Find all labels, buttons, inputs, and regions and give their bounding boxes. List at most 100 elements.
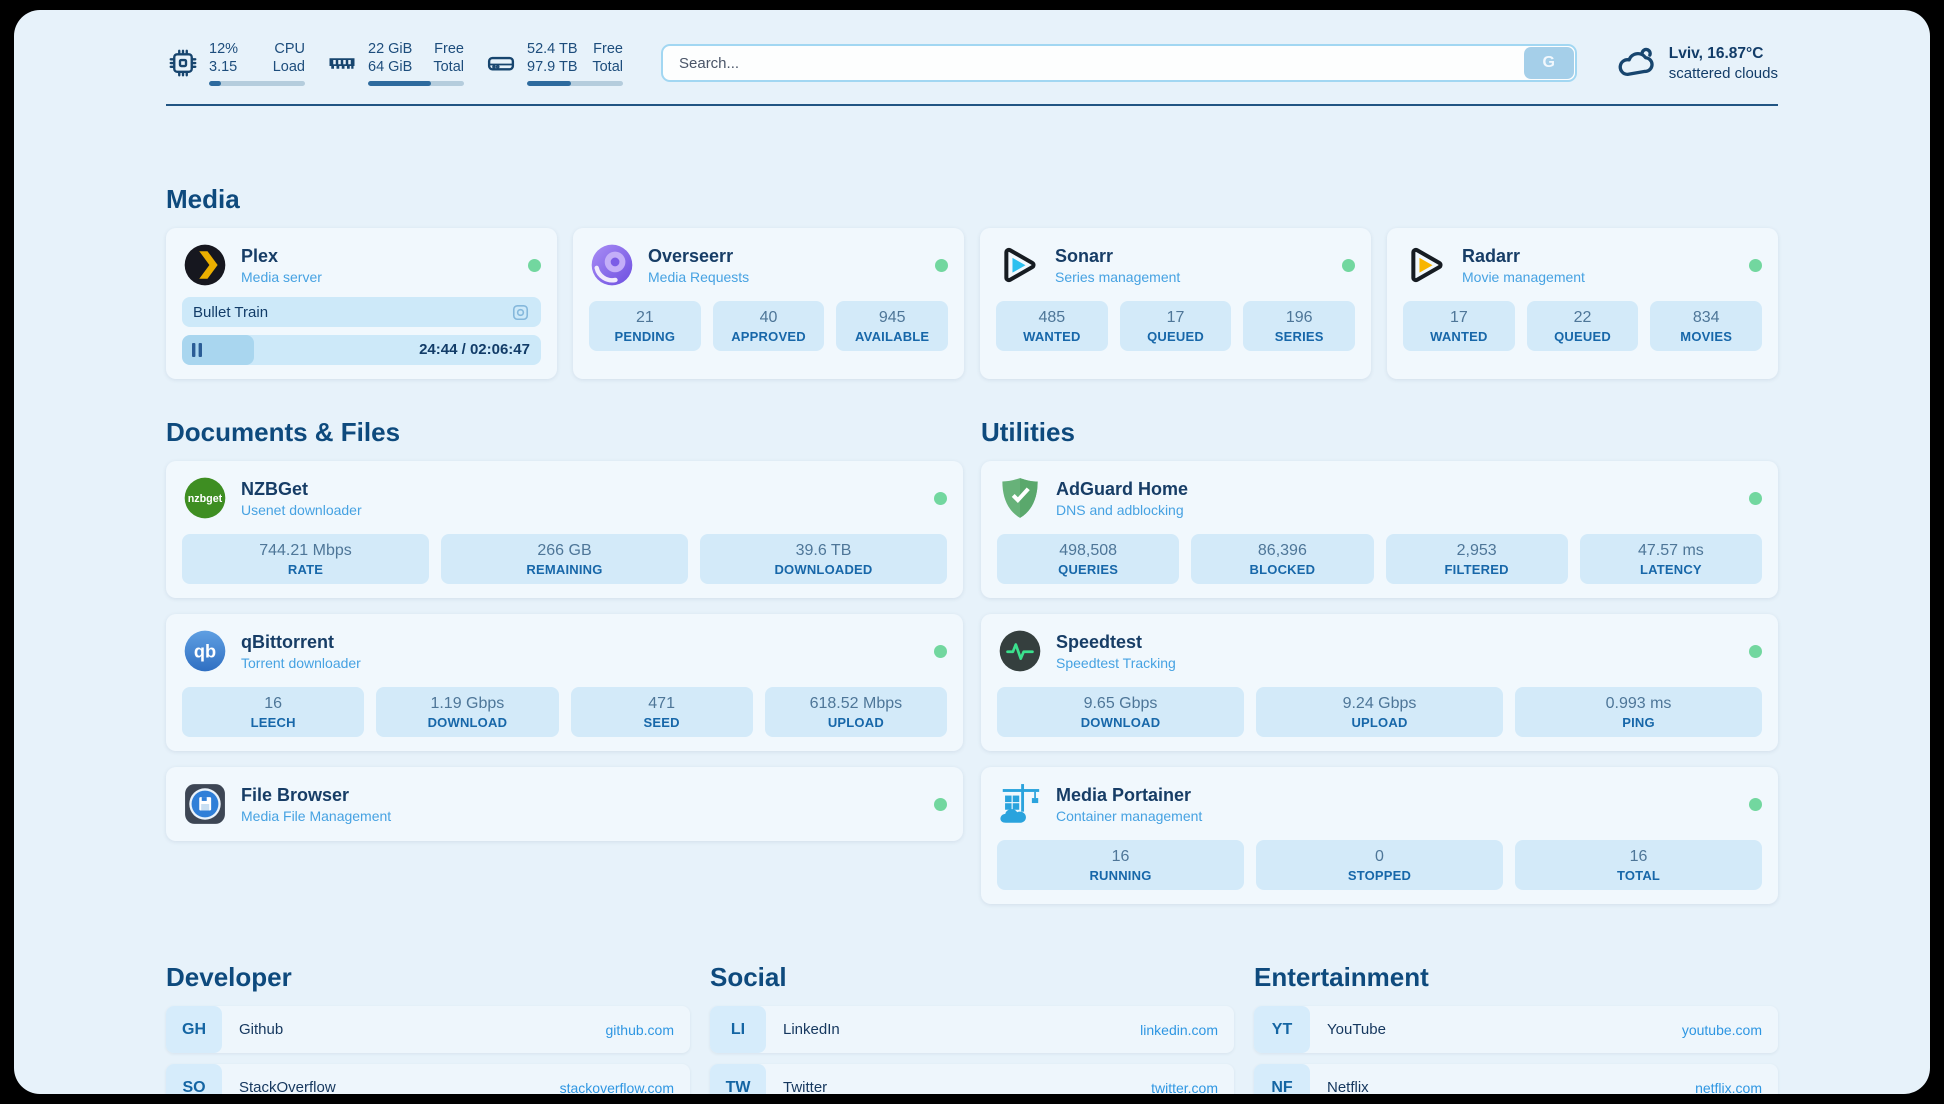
playback-progress-bar: 24:44 / 02:06:47 bbox=[182, 335, 541, 365]
google-search-button[interactable]: G bbox=[1523, 47, 1574, 79]
bookmark-abbr: YT bbox=[1254, 1006, 1310, 1053]
disk-widget: 52.4 TB Free 97.9 TB Total bbox=[484, 40, 623, 86]
service-subtitle: Container management bbox=[1056, 807, 1203, 824]
status-online-dot bbox=[934, 644, 947, 658]
bookmark-linkedin[interactable]: LI LinkedIn linkedin.com bbox=[710, 1006, 1234, 1053]
weather-condition: scattered clouds bbox=[1668, 64, 1778, 82]
stat-tile: 0 STOPPED bbox=[1256, 840, 1503, 890]
speedtest-pulse-icon bbox=[997, 628, 1043, 674]
cpu-label: CPU bbox=[274, 41, 305, 57]
section-title-social: Social bbox=[710, 962, 787, 992]
service-name: AdGuard Home bbox=[1056, 478, 1189, 499]
video-icon bbox=[511, 303, 530, 322]
disk-total-label: Total bbox=[592, 59, 623, 75]
stat-tile: 39.6 TB DOWNLOADED bbox=[700, 534, 947, 584]
section-social: Social LI LinkedIn linkedin.com TW Twitt… bbox=[710, 962, 1234, 1094]
system-widgets: 12% CPU 3.15 Load bbox=[166, 40, 623, 86]
service-card-nzbget[interactable]: nzbget NZBGet Usenet downloader 74 bbox=[166, 461, 963, 598]
service-subtitle: Movie management bbox=[1462, 268, 1585, 285]
cpu-widget: 12% CPU 3.15 Load bbox=[166, 40, 305, 86]
stat-tile: 16 LEECH bbox=[182, 687, 365, 737]
bookmark-abbr: NF bbox=[1254, 1064, 1310, 1094]
section-title-developer: Developer bbox=[166, 962, 292, 992]
bookmark-stackoverflow[interactable]: SO StackOverflow stackoverflow.com bbox=[166, 1064, 690, 1094]
service-card-plex[interactable]: Plex Media server Bullet Train bbox=[166, 228, 557, 379]
stat-tile: 744.21 Mbps RATE bbox=[182, 534, 429, 584]
adguard-shield-icon bbox=[997, 475, 1043, 521]
stat-tile: 16 RUNNING bbox=[997, 840, 1244, 890]
disk-icon bbox=[484, 46, 518, 80]
stat-tile: 1.19 Gbps DOWNLOAD bbox=[376, 687, 559, 737]
section-title-documents: Documents & Files bbox=[166, 417, 401, 447]
bookmark-name: Netflix bbox=[1327, 1079, 1369, 1094]
cpu-usage-value: 12% bbox=[209, 41, 239, 57]
service-card-qbittorrent[interactable]: qb qBittorrent Torrent downloader bbox=[166, 614, 963, 751]
service-subtitle: Speedtest Tracking bbox=[1056, 654, 1176, 671]
stat-tile: 9.65 Gbps DOWNLOAD bbox=[997, 687, 1244, 737]
bookmark-abbr: GH bbox=[166, 1006, 222, 1053]
service-name: Overseerr bbox=[648, 245, 734, 266]
bookmark-name: YouTube bbox=[1327, 1021, 1386, 1038]
service-card-sonarr[interactable]: Sonarr Series management 485 WANTED 17 Q… bbox=[980, 228, 1371, 379]
stat-tile: 266 GB REMAINING bbox=[441, 534, 688, 584]
status-online-dot bbox=[935, 258, 948, 272]
weather-location-temp: Lviv, 16.87°C bbox=[1668, 44, 1764, 62]
stat-tile: 40 APPROVED bbox=[712, 301, 825, 351]
service-card-adguard[interactable]: AdGuard Home DNS and adblocking 498,508 … bbox=[981, 461, 1778, 598]
plex-icon bbox=[182, 242, 228, 288]
section-title-utilities: Utilities bbox=[981, 417, 1075, 447]
service-card-filebrowser[interactable]: File Browser Media File Management bbox=[166, 767, 963, 841]
disk-total-value: 97.9 TB bbox=[527, 59, 578, 75]
search-input[interactable] bbox=[661, 44, 1577, 82]
bookmark-github[interactable]: GH Github github.com bbox=[166, 1006, 690, 1053]
stat-tile: 17 QUEUED bbox=[1119, 301, 1232, 351]
bookmark-name: StackOverflow bbox=[239, 1079, 336, 1094]
bookmark-twitter[interactable]: TW Twitter twitter.com bbox=[710, 1064, 1234, 1094]
service-subtitle: Usenet downloader bbox=[241, 501, 362, 518]
service-name: NZBGet bbox=[241, 478, 308, 499]
stat-tile: 485 WANTED bbox=[996, 301, 1108, 351]
bookmark-youtube[interactable]: YT YouTube youtube.com bbox=[1254, 1006, 1778, 1053]
service-name: Plex bbox=[241, 245, 279, 266]
stat-tile: 2,953 FILTERED bbox=[1385, 534, 1568, 584]
stat-tile: 22 QUEUED bbox=[1526, 301, 1639, 351]
stat-tile: 618.52 Mbps UPLOAD bbox=[764, 687, 947, 737]
overseerr-icon bbox=[589, 242, 635, 288]
bookmark-abbr: LI bbox=[710, 1006, 766, 1053]
cpu-icon bbox=[166, 46, 200, 80]
section-entertainment: Entertainment YT YouTube youtube.com NF … bbox=[1254, 962, 1778, 1094]
stat-tile: 86,396 BLOCKED bbox=[1191, 534, 1374, 584]
section-documents: Documents & Files nzbget NZBGet bbox=[166, 417, 963, 841]
disk-free-value: 52.4 TB bbox=[527, 41, 578, 57]
bookmark-abbr: SO bbox=[166, 1064, 222, 1094]
section-developer: Developer GH Github github.com SO StackO… bbox=[166, 962, 690, 1094]
top-bar: 12% CPU 3.15 Load bbox=[166, 40, 1778, 86]
memory-free-label: Free bbox=[434, 41, 464, 57]
service-subtitle: Media Requests bbox=[648, 268, 750, 285]
memory-total-value: 64 GiB bbox=[368, 59, 413, 75]
section-title-media: Media bbox=[166, 184, 240, 214]
service-card-overseerr[interactable]: Overseerr Media Requests 21 PENDING 40 A… bbox=[573, 228, 964, 379]
bookmark-name: LinkedIn bbox=[783, 1021, 840, 1038]
stat-tile: 498,508 QUERIES bbox=[997, 534, 1180, 584]
status-online-dot bbox=[934, 491, 947, 505]
bookmark-netflix[interactable]: NF Netflix netflix.com bbox=[1254, 1064, 1778, 1094]
disk-free-label: Free bbox=[593, 41, 623, 57]
radarr-icon bbox=[1403, 242, 1449, 288]
service-card-speedtest[interactable]: Speedtest Speedtest Tracking 9.65 Gbps D… bbox=[981, 614, 1778, 751]
service-card-portainer[interactable]: Media Portainer Container management 16 … bbox=[981, 767, 1778, 904]
status-online-dot bbox=[1749, 797, 1762, 811]
bookmark-url: stackoverflow.com bbox=[559, 1079, 674, 1095]
service-subtitle: Torrent downloader bbox=[241, 654, 361, 671]
stat-tile: 834 MOVIES bbox=[1650, 301, 1763, 351]
status-online-dot bbox=[528, 258, 541, 272]
service-name: Speedtest bbox=[1056, 631, 1143, 652]
stat-tile: 16 TOTAL bbox=[1515, 840, 1762, 890]
service-card-radarr[interactable]: Radarr Movie management 17 WANTED 22 QUE… bbox=[1387, 228, 1778, 379]
service-subtitle: Media server bbox=[241, 268, 322, 285]
disk-progress-bar bbox=[527, 81, 623, 86]
bookmark-url: linkedin.com bbox=[1140, 1021, 1218, 1038]
cpu-load-label: Load bbox=[272, 59, 305, 75]
status-online-dot bbox=[934, 797, 947, 811]
bookmark-url: twitter.com bbox=[1151, 1079, 1218, 1095]
